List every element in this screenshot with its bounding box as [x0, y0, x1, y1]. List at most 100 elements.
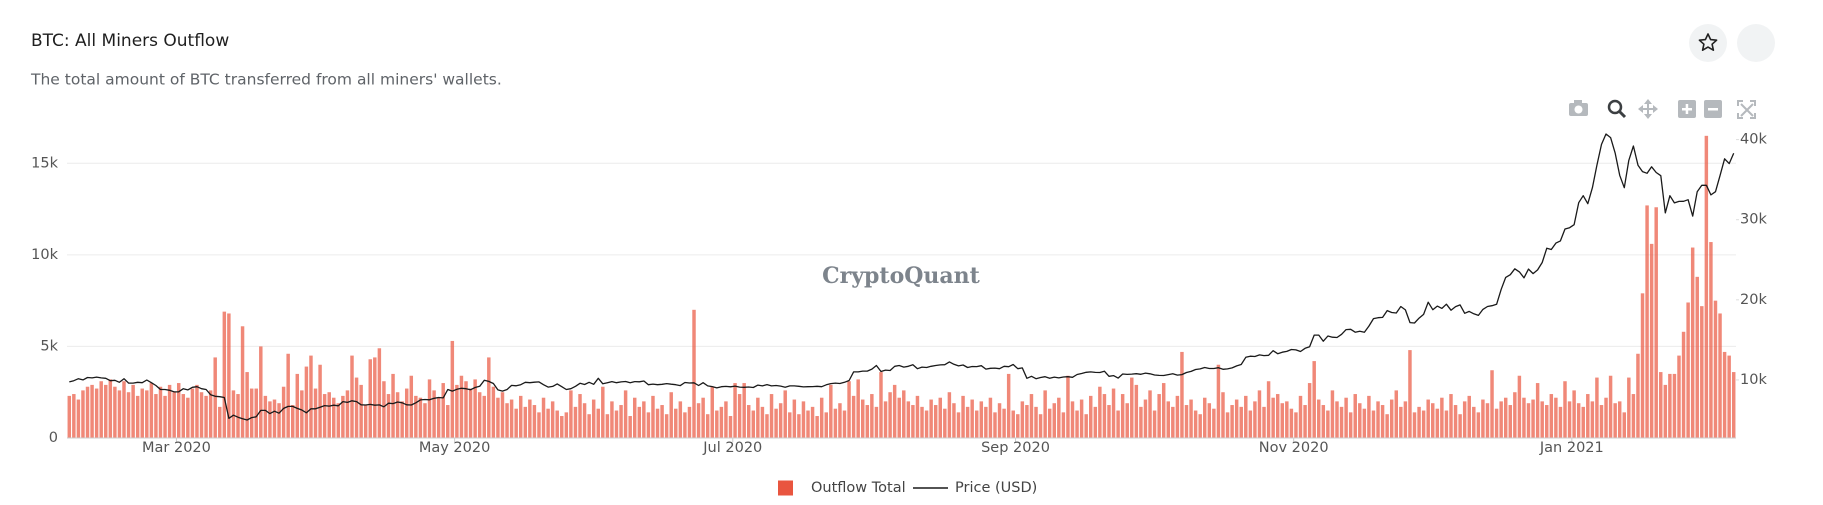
bar	[208, 390, 213, 438]
bar	[678, 401, 683, 438]
bar	[774, 408, 778, 438]
bar	[1280, 403, 1285, 438]
zoom-in-icon[interactable]	[1678, 100, 1696, 118]
bar	[1358, 403, 1362, 438]
star-icon[interactable]	[1698, 33, 1718, 51]
y2-tick-label: 20k	[1740, 292, 1767, 308]
bar	[1248, 410, 1253, 438]
menu-button[interactable]	[1737, 24, 1775, 62]
bar	[140, 388, 144, 438]
bar	[810, 406, 815, 438]
bar	[1102, 394, 1107, 438]
x-tick-label: May 2020	[419, 440, 491, 456]
bar	[395, 392, 400, 438]
toolbar	[1569, 99, 1756, 119]
bar	[163, 395, 167, 438]
bar	[1431, 403, 1435, 438]
bar	[1230, 405, 1234, 438]
bar	[1426, 399, 1430, 438]
bar	[1171, 406, 1175, 438]
bar	[924, 410, 929, 438]
bar	[1294, 412, 1298, 438]
bar	[537, 412, 541, 438]
bar	[1494, 408, 1499, 438]
bar	[1057, 397, 1061, 438]
bar	[797, 414, 801, 438]
bar	[920, 406, 924, 438]
zoom-icon[interactable]	[1607, 99, 1627, 119]
bar	[1189, 399, 1193, 438]
bar	[186, 397, 190, 438]
bar	[1225, 412, 1230, 438]
bar	[286, 353, 290, 438]
bar	[1636, 353, 1640, 438]
zoom-out-icon[interactable]	[1704, 100, 1722, 118]
bar	[1695, 276, 1699, 438]
bar	[1590, 401, 1595, 438]
bar	[655, 408, 660, 438]
bar	[1257, 390, 1262, 438]
bar	[1079, 399, 1084, 438]
bar	[1157, 394, 1161, 438]
bar	[1275, 394, 1280, 438]
bar	[1198, 414, 1202, 438]
bar	[902, 390, 906, 438]
bar	[345, 390, 350, 438]
bar	[601, 386, 605, 438]
bar	[1002, 408, 1006, 438]
bar	[67, 395, 72, 438]
bar	[838, 403, 842, 438]
bar	[500, 392, 505, 438]
bar	[751, 410, 756, 438]
price-line	[69, 133, 1735, 421]
bar	[619, 405, 623, 438]
x-tick-label: Jan 2021	[1539, 440, 1604, 456]
bar	[505, 403, 509, 438]
bar	[769, 394, 774, 438]
bar	[427, 379, 432, 438]
bar	[888, 392, 892, 438]
bar	[473, 379, 477, 438]
bar	[938, 397, 942, 438]
pan-icon[interactable]	[1638, 99, 1658, 119]
bar	[1690, 247, 1695, 438]
bar	[705, 414, 710, 438]
bar	[1481, 399, 1485, 438]
bar	[81, 390, 85, 438]
button-bg[interactable]	[1689, 24, 1727, 62]
bar	[1595, 377, 1599, 438]
bar	[660, 405, 664, 438]
bar	[487, 357, 491, 438]
bar	[1540, 401, 1544, 438]
chart-subtitle: The total amount of BTC transferred from…	[30, 71, 502, 89]
bar	[1116, 410, 1120, 438]
x-tick-label: Mar 2020	[142, 440, 211, 456]
bar	[1266, 381, 1271, 438]
bar	[126, 392, 131, 438]
bar	[455, 384, 459, 438]
bar	[591, 399, 596, 438]
bar	[728, 416, 733, 438]
bar	[1399, 406, 1403, 438]
bar	[541, 397, 546, 438]
bar	[1458, 414, 1462, 438]
bar	[1617, 401, 1622, 438]
camera-icon[interactable]	[1569, 100, 1588, 116]
bar	[1084, 414, 1088, 438]
bar	[564, 412, 569, 438]
bar	[737, 394, 742, 438]
bar	[131, 384, 135, 438]
bar	[687, 406, 692, 438]
bar	[72, 394, 76, 438]
bar	[929, 399, 933, 438]
favorite-button[interactable]	[1689, 24, 1727, 62]
bar	[1412, 412, 1417, 438]
bar	[158, 386, 163, 438]
bar	[997, 403, 1002, 438]
bar	[1586, 394, 1590, 438]
bar	[829, 384, 833, 438]
bar	[1061, 412, 1066, 438]
bar	[1508, 405, 1513, 438]
bar	[145, 390, 149, 438]
autoscale-icon[interactable]	[1737, 100, 1756, 119]
